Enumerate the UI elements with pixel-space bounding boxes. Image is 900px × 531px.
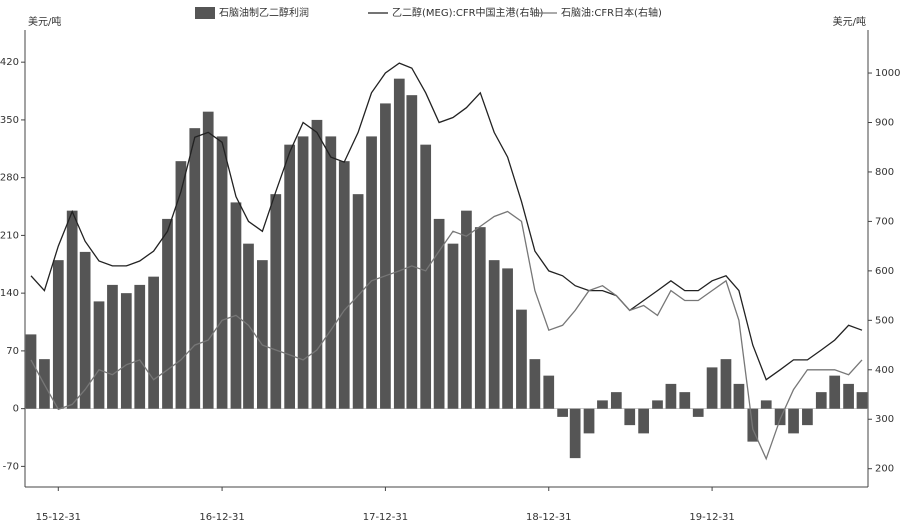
y-tick-label: 210 bbox=[0, 230, 19, 241]
bar bbox=[380, 103, 391, 409]
bar bbox=[256, 260, 268, 409]
bar bbox=[638, 408, 649, 434]
bar bbox=[175, 161, 187, 409]
bar bbox=[189, 128, 201, 409]
bar bbox=[352, 194, 364, 409]
bar bbox=[529, 359, 541, 409]
bar bbox=[610, 392, 622, 409]
bar bbox=[325, 136, 337, 409]
bar bbox=[311, 119, 323, 409]
line-series bbox=[30, 62, 863, 381]
bar bbox=[733, 383, 745, 409]
bar bbox=[338, 161, 350, 409]
legend-label: 石脑油:CFR日本(右轴) bbox=[561, 6, 662, 19]
bar bbox=[502, 268, 513, 409]
bar bbox=[461, 210, 472, 409]
y2-tick-label: 300 bbox=[875, 414, 894, 425]
bar bbox=[107, 284, 118, 409]
y-tick-label: 350 bbox=[0, 115, 19, 126]
x-tick-label: 17-12-31 bbox=[363, 512, 408, 523]
bar bbox=[815, 392, 827, 409]
bar bbox=[230, 202, 242, 409]
bar bbox=[856, 392, 868, 409]
y-tick-label: 70 bbox=[6, 346, 19, 357]
bar bbox=[120, 293, 132, 409]
bar bbox=[433, 218, 445, 409]
y-tick-label: -70 bbox=[3, 461, 19, 472]
bar bbox=[162, 218, 173, 409]
bar bbox=[652, 400, 663, 409]
bar bbox=[583, 408, 595, 434]
bar bbox=[843, 383, 854, 409]
bar bbox=[829, 375, 841, 409]
bar bbox=[25, 334, 37, 409]
bar bbox=[79, 251, 91, 409]
bar bbox=[679, 392, 691, 409]
bar bbox=[474, 227, 486, 409]
bar bbox=[597, 400, 608, 409]
bar bbox=[216, 136, 228, 409]
y-axis-unit: 美元/吨 bbox=[28, 15, 61, 28]
line-series bbox=[30, 210, 863, 461]
bar bbox=[202, 111, 214, 409]
bar bbox=[557, 408, 568, 417]
bar bbox=[447, 243, 459, 409]
bar bbox=[52, 260, 64, 409]
y-tick-label: 140 bbox=[0, 288, 19, 299]
bar bbox=[802, 408, 813, 426]
bar bbox=[516, 309, 527, 409]
legend-label: 乙二醇(MEG):CFR中国主港(右轴) bbox=[392, 6, 543, 19]
bar bbox=[148, 276, 159, 409]
y2-tick-label: 200 bbox=[875, 464, 894, 475]
bar bbox=[297, 136, 309, 409]
y2-tick-label: 600 bbox=[875, 266, 894, 277]
y2-tick-label: 400 bbox=[875, 365, 894, 376]
bar bbox=[706, 367, 718, 409]
bar bbox=[66, 210, 78, 409]
y2-axis-unit: 美元/吨 bbox=[833, 15, 866, 28]
bar bbox=[760, 400, 772, 409]
legend-label: 石脑油制乙二醇利润 bbox=[219, 6, 309, 19]
x-tick-label: 15-12-31 bbox=[36, 512, 81, 523]
bar bbox=[134, 284, 146, 409]
bar bbox=[406, 95, 418, 409]
y-tick-label: 0 bbox=[13, 404, 19, 415]
bar bbox=[624, 408, 636, 426]
x-tick-label: 18-12-31 bbox=[526, 512, 571, 523]
y-tick-label: 420 bbox=[0, 57, 19, 68]
bar bbox=[488, 260, 500, 409]
x-tick-label: 19-12-31 bbox=[689, 512, 734, 523]
bar bbox=[692, 408, 704, 417]
bar bbox=[393, 78, 405, 409]
bar bbox=[720, 359, 732, 409]
bar bbox=[774, 408, 786, 426]
bar bbox=[366, 136, 377, 409]
bar bbox=[569, 408, 581, 459]
bar bbox=[420, 144, 432, 409]
y-tick-label: 280 bbox=[0, 173, 19, 184]
legend-swatch bbox=[195, 7, 215, 19]
bar bbox=[270, 194, 282, 409]
bar bbox=[93, 301, 105, 409]
y2-tick-label: 900 bbox=[875, 117, 894, 128]
bar bbox=[788, 408, 799, 434]
y2-tick-label: 700 bbox=[875, 216, 894, 227]
bar bbox=[284, 144, 296, 409]
y2-tick-label: 500 bbox=[875, 315, 894, 326]
y2-tick-label: 1000 bbox=[875, 68, 900, 79]
bar bbox=[665, 383, 677, 409]
bar bbox=[543, 375, 555, 409]
x-tick-label: 16-12-31 bbox=[199, 512, 244, 523]
y2-tick-label: 800 bbox=[875, 167, 894, 178]
